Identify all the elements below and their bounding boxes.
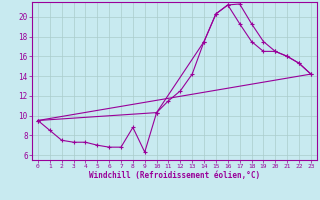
- X-axis label: Windchill (Refroidissement éolien,°C): Windchill (Refroidissement éolien,°C): [89, 171, 260, 180]
